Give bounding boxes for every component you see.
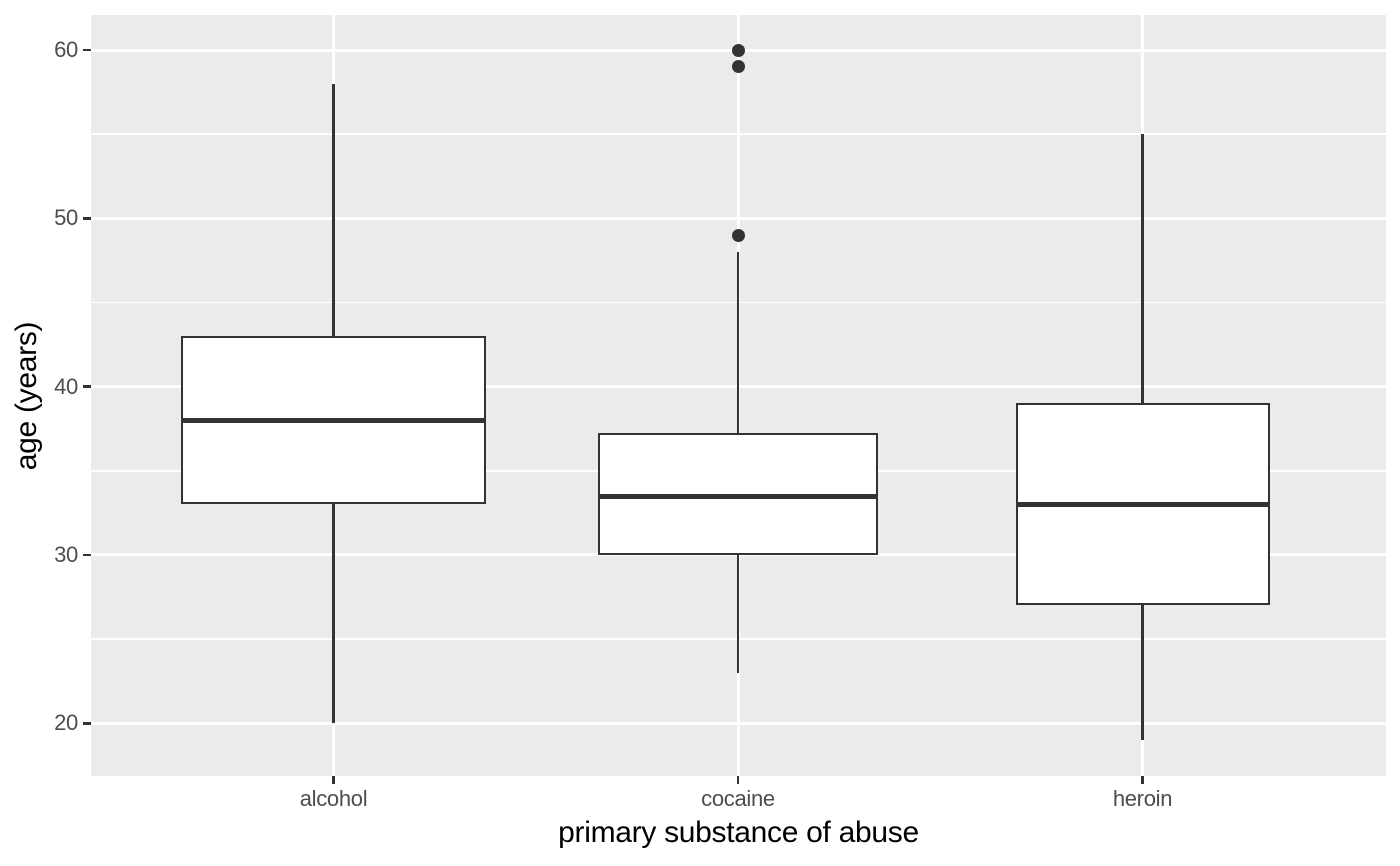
y-axis-tick-label: 40	[54, 373, 78, 399]
y-axis-tick-label: 20	[54, 710, 78, 736]
y-axis-tick-label: 30	[54, 541, 78, 567]
y-axis-tick-mark	[83, 48, 91, 52]
x-axis-tick-mark	[736, 776, 740, 784]
outlier-dot	[731, 43, 745, 57]
y-axis-tick-label: 60	[54, 37, 78, 62]
outlier-dot	[731, 60, 745, 74]
y-axis-tick-mark	[83, 553, 91, 557]
y-axis-tick-label: 50	[54, 205, 78, 231]
y-axis-tick-mark	[83, 385, 91, 388]
median-line	[598, 493, 878, 499]
x-axis-tick-label: alcohol	[299, 786, 368, 811]
x-axis-tick-mark	[1141, 776, 1144, 784]
y-axis-tick-mark	[83, 217, 91, 220]
median-line	[1015, 501, 1270, 507]
y-axis-tick-mark	[83, 722, 91, 725]
outlier-dot	[731, 228, 745, 242]
x-axis-tick-label: cocaine	[701, 786, 775, 811]
x-axis-tick-label: heroin	[1112, 786, 1173, 811]
median-line	[181, 417, 486, 423]
x-axis-tick-mark	[332, 776, 335, 784]
x-axis-title: primary substance of abuse	[558, 816, 919, 849]
